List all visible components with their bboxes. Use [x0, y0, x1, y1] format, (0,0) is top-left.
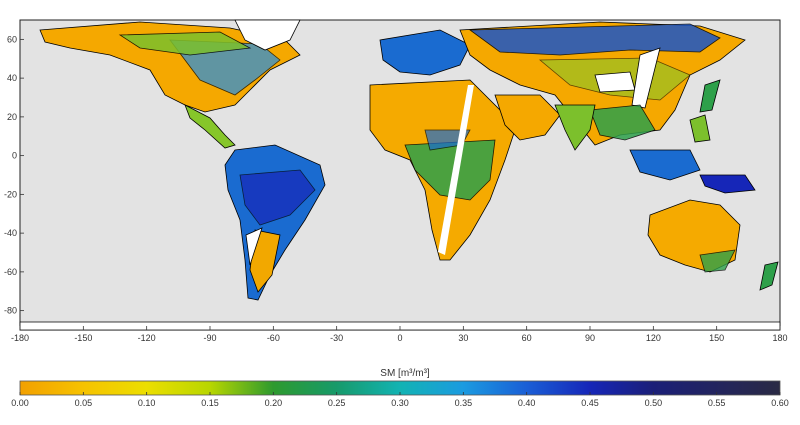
colorbar-tick-label: 0.55: [708, 398, 726, 408]
colorbar-tick-label: 0.15: [201, 398, 219, 408]
colorbar-tick-label: 0.45: [581, 398, 599, 408]
lat-tick-label: -80: [4, 306, 17, 316]
colorbar-title: SM [m³/m³]: [380, 368, 430, 379]
lon-tick-label: 90: [585, 333, 595, 343]
lon-tick-label: 180: [772, 333, 787, 343]
arabia: [494, 94, 561, 141]
lon-tick-label: -180: [11, 333, 29, 343]
colorbar-tick-label: 0.50: [645, 398, 663, 408]
lon-tick-label: -150: [74, 333, 92, 343]
colorbar-tick-label: 0.25: [328, 398, 346, 408]
lat-tick-label: 20: [7, 112, 17, 122]
colorbar-tick-label: 0.00: [11, 398, 29, 408]
greenland: [234, 19, 301, 51]
colorbar-tick-label: 0.10: [138, 398, 156, 408]
colorbar-tick-label: 0.05: [75, 398, 93, 408]
lat-tick-label: -40: [4, 228, 17, 238]
india: [554, 104, 596, 151]
lon-tick-label: 60: [522, 333, 532, 343]
longitude-ticks: -180 -150 -120 -90 -60 -30 0 30 60 90 120 150 180: [11, 326, 788, 343]
colorbar-tick-label: 0.30: [391, 398, 409, 408]
lon-tick-label: 30: [458, 333, 468, 343]
lon-tick-label: 0: [397, 333, 402, 343]
colorbar-tick-label: 0.60: [771, 398, 789, 408]
colorbar-tick-label: 0.35: [455, 398, 473, 408]
colorbar-tick-label: 0.20: [265, 398, 283, 408]
lon-tick-label: -120: [138, 333, 156, 343]
europe: [379, 29, 471, 76]
lon-tick-label: -60: [267, 333, 280, 343]
lon-tick-label: 150: [709, 333, 724, 343]
land-masses: [19, 19, 781, 331]
latitude-ticks: 60 40 20 0 -20 -40 -60 -80: [4, 34, 24, 316]
lat-tick-label: -60: [4, 267, 17, 277]
colorbar-tick-label: 0.40: [518, 398, 536, 408]
lon-tick-label: -90: [203, 333, 216, 343]
colorbar-ticks: 0.00 0.05 0.10 0.15 0.20 0.25 0.30 0.35 0.40 0.45…: [11, 392, 789, 408]
lon-tick-label: 120: [646, 333, 661, 343]
lat-tick-label: 60: [7, 34, 17, 44]
lat-tick-label: 0: [12, 151, 17, 161]
lat-tick-label: 40: [7, 73, 17, 83]
lon-tick-label: -30: [330, 333, 343, 343]
lat-tick-label: -20: [4, 189, 17, 199]
